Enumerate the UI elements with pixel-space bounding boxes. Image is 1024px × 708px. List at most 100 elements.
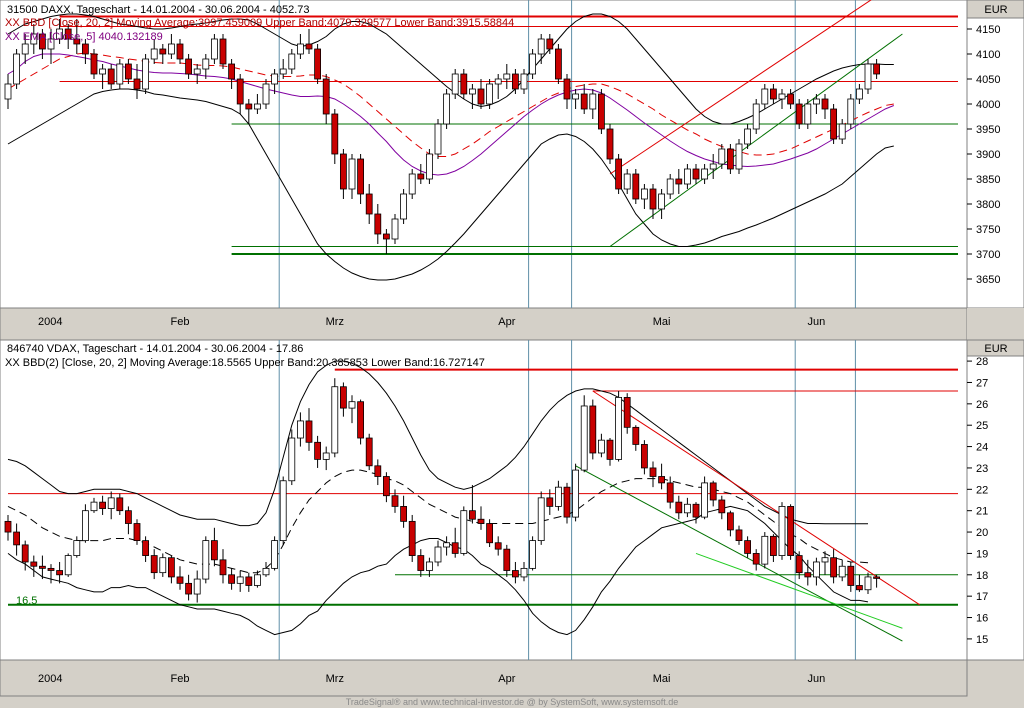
dax-candle-body xyxy=(606,128,614,160)
vdax-candle-body xyxy=(167,557,175,578)
dax-title: 31500 DAXX, Tageschart - 14.01.2004 - 30… xyxy=(7,4,310,16)
dax-candle-body xyxy=(116,63,124,85)
vdax-title: 846740 VDAX, Tageschart - 14.01.2004 - 3… xyxy=(7,343,303,355)
vdax-candle-body xyxy=(374,465,382,477)
vdax-bollinger-legend: XX BBD(2) [Close, 20, 2] Moving Average:… xyxy=(5,357,485,369)
dax-candle-body xyxy=(245,103,253,110)
vdax-candle-body xyxy=(529,540,536,569)
dax-candle-body xyxy=(159,48,167,55)
vdax-candle-body xyxy=(331,386,339,454)
vdax-chart-layer xyxy=(4,340,958,660)
vdax-candle-body xyxy=(133,523,141,542)
vdax-candle-body xyxy=(615,397,622,460)
vdax-candle-body xyxy=(391,495,399,507)
vdax-candle-body xyxy=(598,439,605,454)
vdax-candle-body xyxy=(572,469,579,518)
vdax-candle-body xyxy=(623,397,631,428)
dax-candle-body xyxy=(778,93,786,100)
dax-candle-body xyxy=(580,93,588,110)
vdax-candle-body xyxy=(13,531,21,546)
dax-candle-body xyxy=(30,33,38,45)
vdax-candle-body xyxy=(99,501,106,509)
vdax-candle-body xyxy=(795,555,803,574)
vdax-candle-body xyxy=(90,501,98,512)
dax-y-tick-label: 3750 xyxy=(976,224,1000,236)
vdax-candle-body xyxy=(770,535,777,556)
vdax-candle-body xyxy=(873,576,880,579)
vdax-candle-body xyxy=(202,540,210,580)
vdax-candle-body xyxy=(847,565,855,586)
vdax-candle-body xyxy=(262,567,270,576)
vdax-y-tick-label: 17 xyxy=(976,591,988,603)
dax-candle-body xyxy=(133,78,141,90)
dax-candle-body xyxy=(253,103,261,110)
dax-candle-body xyxy=(434,123,442,155)
dax-trend-line xyxy=(609,33,903,247)
dax-candle-body xyxy=(709,163,717,170)
vdax-candle-body xyxy=(30,561,38,567)
vdax-candle-body xyxy=(417,555,425,571)
dax-candle-body xyxy=(572,93,579,100)
dax-candle-body xyxy=(90,53,98,75)
dax-candle-body xyxy=(125,63,132,80)
vdax-candle-body xyxy=(778,506,786,556)
dax-candle-body xyxy=(873,63,880,75)
vdax-candle-body xyxy=(357,401,365,439)
dax-candle-body xyxy=(735,143,743,170)
vdax-candle-body xyxy=(641,444,648,469)
dax-candle-body xyxy=(425,153,433,180)
vdax-y-tick-label: 28 xyxy=(976,356,988,368)
vdax-candle-body xyxy=(606,439,614,460)
vdax-candle-body xyxy=(718,499,726,514)
dax-y-tick-label: 3700 xyxy=(976,249,1000,261)
dax-candle-body xyxy=(339,153,347,190)
dax-candle-body xyxy=(185,58,193,75)
vdax-x-tick-label: 2004 xyxy=(38,673,62,685)
vdax-time-axis xyxy=(0,659,968,697)
vdax-candle-body xyxy=(580,405,588,471)
vdax-candle-body xyxy=(210,540,218,561)
dax-candle-body xyxy=(365,193,373,215)
dax-price-axis xyxy=(966,0,1024,309)
dax-x-tick-label: 2004 xyxy=(38,316,62,328)
vdax-candle-body xyxy=(684,503,691,514)
vdax-currency-box xyxy=(966,339,1024,357)
dax-candle-body xyxy=(64,28,72,40)
dax-candle-body xyxy=(236,78,244,105)
dax-y-tick-label: 3800 xyxy=(976,199,1000,211)
vdax-candle-body xyxy=(856,585,863,591)
dax-candle-body xyxy=(288,53,296,70)
vdax-candle-body xyxy=(658,476,665,484)
dax-y-tick-label: 4100 xyxy=(976,49,1000,61)
vdax-candle-body xyxy=(193,578,201,595)
dax-candle-body xyxy=(589,93,597,110)
dax-candle-body xyxy=(847,98,855,125)
dax-chart-layer xyxy=(4,0,958,308)
vdax-candle-body xyxy=(400,506,408,522)
dax-candle-body xyxy=(838,123,846,140)
dax-y-tick-label: 3850 xyxy=(976,174,1000,186)
dax-candle-body xyxy=(529,53,536,75)
vdax-x-tick-label: Mai xyxy=(653,673,671,685)
dax-y-tick-label: 3950 xyxy=(976,124,1000,136)
dax-candle-body xyxy=(460,73,468,95)
vdax-bollinger-upper xyxy=(7,360,868,527)
vdax-candle-body xyxy=(546,497,554,507)
vdax-candle-body xyxy=(150,555,158,574)
dax-candle-body xyxy=(408,173,416,195)
vdax-candle-body xyxy=(365,437,373,467)
dax-candle-body xyxy=(641,188,648,200)
dax-candle-body xyxy=(210,38,218,60)
footer-credit: TradeSignal® and www.technical-investor.… xyxy=(346,697,679,707)
vdax-candle-body xyxy=(159,557,167,574)
vdax-candle-body xyxy=(185,582,193,595)
vdax-price-axis xyxy=(966,339,1024,661)
dax-candle-body xyxy=(82,43,89,55)
vdax-candle-body xyxy=(804,572,812,578)
vdax-level-annotation: 16.5 xyxy=(16,595,37,607)
dax-candle-body xyxy=(142,58,150,90)
dax-candle-body xyxy=(546,38,554,50)
vdax-candle-body xyxy=(443,542,451,548)
dax-candle-body xyxy=(348,158,356,190)
